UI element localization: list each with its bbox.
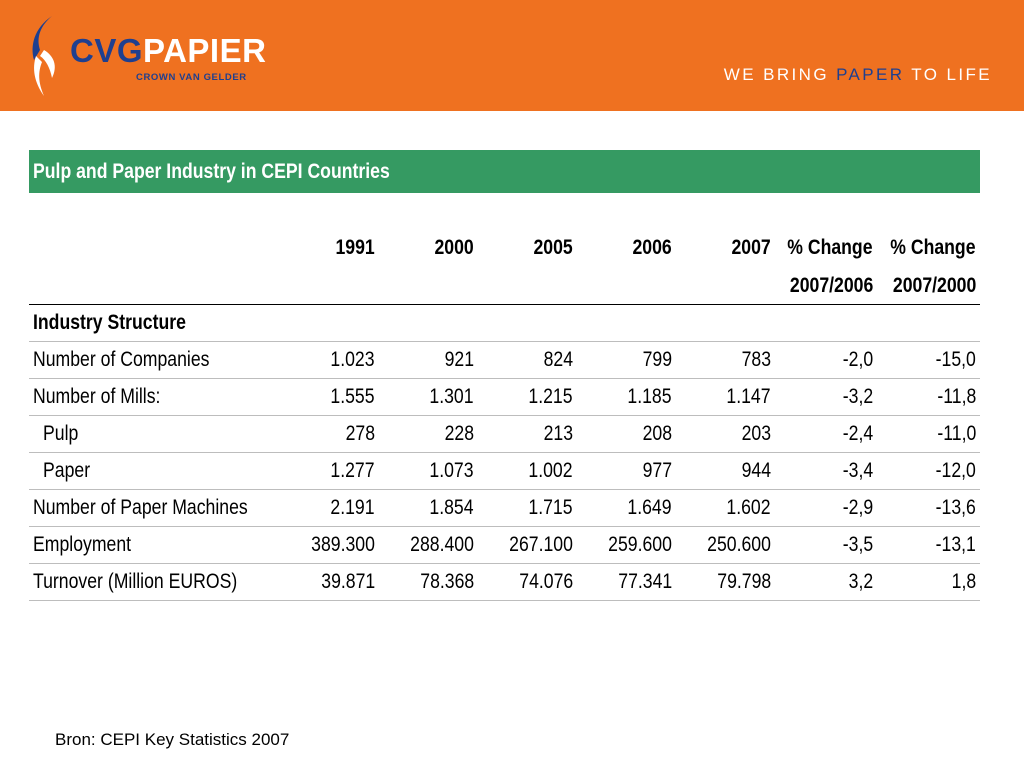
cell: -2,0 <box>842 348 873 371</box>
cell: 1.854 <box>429 496 474 519</box>
cell: 389.300 <box>311 533 375 556</box>
table-row: Number of Paper Machines 2.191 1.854 1.7… <box>29 496 980 526</box>
cell: 203 <box>741 422 771 445</box>
cell: 921 <box>444 348 474 371</box>
cell: -13,6 <box>935 496 976 519</box>
row-divider <box>29 415 980 416</box>
cell: 278 <box>345 422 375 445</box>
cell: 1.301 <box>429 385 474 408</box>
cell: -11,8 <box>937 385 976 408</box>
cell: 1.715 <box>528 496 573 519</box>
source-note: Bron: CEPI Key Statistics 2007 <box>55 730 290 749</box>
table-row: Number of Companies 1.023 921 824 799 78… <box>29 348 980 378</box>
table-row: Paper 1.277 1.073 1.002 977 944 -3,4 -12… <box>29 459 980 489</box>
cell: -3,2 <box>842 385 873 408</box>
col-header-2000: 2000 <box>434 236 474 259</box>
cell: 1.555 <box>330 385 375 408</box>
col-subheader-change-2: 2007/2000 <box>892 274 976 297</box>
tagline: WE BRING PAPER TO LIFE <box>724 65 992 85</box>
col-header-change-2: % Change <box>890 236 976 259</box>
logo-papier: PAPIER <box>143 32 267 69</box>
logo-wordmark: CVGPAPIER <box>70 33 266 69</box>
row-label: Turnover (Million EUROS) <box>33 570 238 593</box>
table-title-bar <box>29 150 980 193</box>
row-divider <box>29 378 980 379</box>
cell: 977 <box>642 459 672 482</box>
cell: 39.871 <box>321 570 375 593</box>
row-label: Paper <box>43 459 91 482</box>
cell: 208 <box>642 422 672 445</box>
cell: -13,1 <box>935 533 976 556</box>
cell: 783 <box>741 348 771 371</box>
table-row: Pulp 278 228 213 208 203 -2,4 -11,0 <box>29 422 980 452</box>
cell: 77.341 <box>618 570 672 593</box>
col-header-1991: 1991 <box>335 236 375 259</box>
col-header-2006: 2006 <box>632 236 672 259</box>
cell: 1.147 <box>726 385 771 408</box>
row-divider <box>29 563 980 564</box>
cell: 2.191 <box>330 496 375 519</box>
col-header-2005: 2005 <box>533 236 573 259</box>
cell: -12,0 <box>935 459 976 482</box>
cell: 1.649 <box>627 496 672 519</box>
col-header-2007: 2007 <box>731 236 771 259</box>
row-label: Number of Paper Machines <box>33 496 248 519</box>
tagline-highlight: PAPER <box>836 65 905 84</box>
header-bar: CVGPAPIER CROWN VAN GELDER WE BRING PAPE… <box>0 0 1024 111</box>
cell: -3,4 <box>842 459 873 482</box>
cell: 3,2 <box>848 570 873 593</box>
cell: 799 <box>642 348 672 371</box>
row-divider <box>29 341 980 342</box>
section-label: Industry Structure <box>33 311 186 334</box>
cell: 79.798 <box>717 570 771 593</box>
cell: -11,0 <box>937 422 976 445</box>
cell: 944 <box>741 459 771 482</box>
cell: 1.023 <box>330 348 375 371</box>
header-divider <box>29 304 980 305</box>
cell: 267.100 <box>509 533 573 556</box>
table-header-subrow: 2007/2006 2007/2000 <box>29 274 980 304</box>
table-row: Employment 389.300 288.400 267.100 259.6… <box>29 533 980 563</box>
row-label: Pulp <box>43 422 79 445</box>
cell: 1,8 <box>951 570 976 593</box>
cell: 78.368 <box>420 570 474 593</box>
table-header-row: 1991 2000 2005 2006 2007 % Change % Chan… <box>29 236 980 266</box>
cvg-logo-icon <box>32 16 55 96</box>
cell: -15,0 <box>935 348 976 371</box>
tagline-post: TO LIFE <box>904 65 992 84</box>
cell: -2,9 <box>842 496 873 519</box>
logo-cvg: CVG <box>70 32 144 69</box>
cell: 74.076 <box>519 570 573 593</box>
row-label: Employment <box>33 533 132 556</box>
cell: -2,4 <box>842 422 873 445</box>
table-title: Pulp and Paper Industry in CEPI Countrie… <box>33 160 390 183</box>
cell: 250.600 <box>707 533 771 556</box>
section-row: Industry Structure <box>29 311 980 341</box>
cell: 1.185 <box>627 385 672 408</box>
cell: 1.073 <box>429 459 474 482</box>
cell: 1.215 <box>528 385 573 408</box>
cell: 288.400 <box>410 533 474 556</box>
cell: -3,5 <box>842 533 873 556</box>
col-header-change-1: % Change <box>787 236 873 259</box>
logo-subtitle: CROWN VAN GELDER <box>136 72 247 83</box>
table-row: Number of Mills: 1.555 1.301 1.215 1.185… <box>29 385 980 415</box>
tagline-pre: WE BRING <box>723 65 837 84</box>
row-divider <box>29 526 980 527</box>
row-divider <box>29 600 980 601</box>
row-label: Number of Companies <box>33 348 210 371</box>
table-row: Turnover (Million EUROS) 39.871 78.368 7… <box>29 570 980 600</box>
cell: 1.602 <box>726 496 771 519</box>
cell: 1.002 <box>528 459 573 482</box>
cell: 1.277 <box>330 459 375 482</box>
row-divider <box>29 489 980 490</box>
cell: 259.600 <box>608 533 672 556</box>
cell: 228 <box>444 422 474 445</box>
col-subheader-change-1: 2007/2006 <box>789 274 873 297</box>
cell: 824 <box>543 348 573 371</box>
row-divider <box>29 452 980 453</box>
row-label: Number of Mills: <box>33 385 161 408</box>
cell: 213 <box>543 422 573 445</box>
